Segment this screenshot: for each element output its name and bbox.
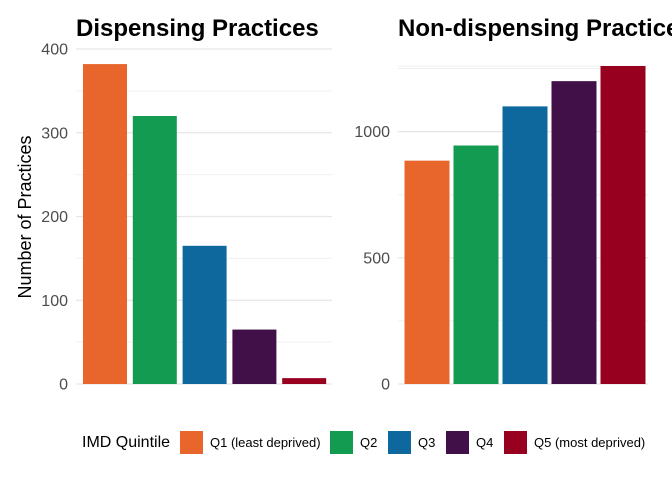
bar-q5 <box>600 66 646 384</box>
legend-label: Q5 (most deprived) <box>534 435 645 450</box>
legend-swatch <box>388 431 411 454</box>
panel-non-dispensing: Non-dispensing Practices 0 500 1000 <box>354 15 672 394</box>
y-tick-label: 500 <box>363 250 390 267</box>
legend: IMD Quintile Q1 (least deprived) Q2 Q3 Q4 Q5… <box>82 431 645 454</box>
bar-q4 <box>551 81 597 385</box>
panel-title-non-dispensing: Non-dispensing Practices <box>398 15 672 42</box>
y-tick-label: 0 <box>381 377 390 394</box>
panel-title-dispensing: Dispensing Practices <box>76 15 319 42</box>
legend-label: Q4 <box>476 435 493 450</box>
legend-swatch <box>180 431 203 454</box>
y-tick-label: 1000 <box>354 124 390 141</box>
bar-q1 <box>83 64 127 384</box>
y-tick-label: 200 <box>41 209 68 226</box>
legend-label: Q2 <box>360 435 377 450</box>
bar-q5 <box>282 378 327 384</box>
y-tick-label: 300 <box>41 125 68 142</box>
y-tick-label: 0 <box>59 377 68 394</box>
legend-label: Q1 (least deprived) <box>210 435 321 450</box>
bar-q4 <box>232 329 277 384</box>
bar-q2 <box>132 116 177 384</box>
panel-dispensing: Dispensing Practices 0 100 200 300 400 <box>41 15 332 394</box>
legend-swatch <box>330 431 353 454</box>
legend-label: Q3 <box>418 435 435 450</box>
bar-q3 <box>182 245 227 384</box>
y-tick-label: 100 <box>41 293 68 310</box>
bar-q3 <box>502 106 548 384</box>
bar-q2 <box>453 145 499 384</box>
legend-swatch <box>446 431 469 454</box>
y-tick-label: 400 <box>41 42 68 59</box>
legend-swatch <box>504 431 527 454</box>
bar-q1 <box>404 160 450 384</box>
y-axis-label: Number of Practices <box>15 135 35 298</box>
legend-title: IMD Quintile <box>82 434 170 451</box>
